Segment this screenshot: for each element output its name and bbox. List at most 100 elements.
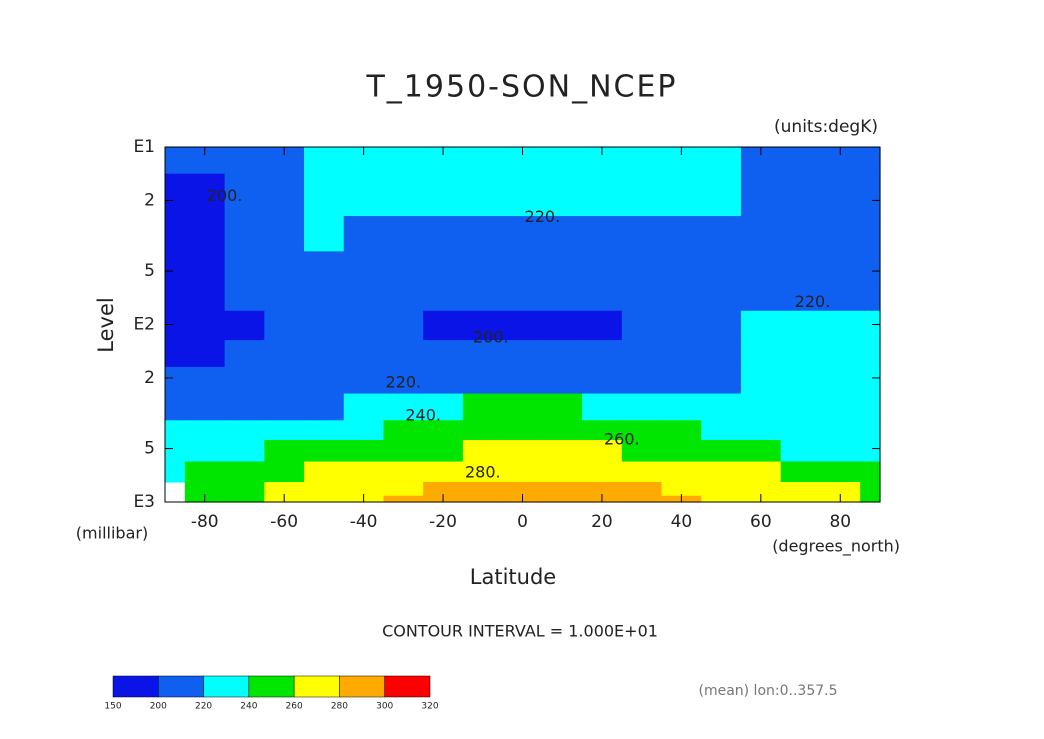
contour-cell <box>582 310 623 341</box>
contour-cell <box>304 495 345 503</box>
contour-cell <box>701 420 742 441</box>
contour-cell <box>661 284 702 312</box>
contour-cell <box>542 420 583 441</box>
contour-cell <box>423 420 464 441</box>
contour-cell <box>224 284 265 312</box>
contour-cell <box>383 340 424 368</box>
contour-cell <box>621 251 663 285</box>
contour-cell <box>542 251 583 285</box>
contour-cell <box>462 251 504 285</box>
contour-cell <box>165 251 186 285</box>
contour-cell <box>701 173 742 217</box>
contour-cell <box>582 216 623 252</box>
x-tick-label: 40 <box>671 512 693 532</box>
contour-cell <box>740 461 782 483</box>
contour-cell <box>165 284 186 312</box>
contour-cell <box>224 420 265 441</box>
contour-cell <box>582 366 623 395</box>
contour-cell <box>383 393 424 421</box>
contour-cell <box>383 310 424 341</box>
footer: CONTOUR INTERVAL = 1.000E+01 <box>382 622 658 641</box>
contour-cell <box>621 366 663 395</box>
colorbar-label: 200 <box>150 702 167 712</box>
colorbar-label: 240 <box>240 702 257 712</box>
contour-cell <box>383 284 424 312</box>
contour-cell <box>462 216 504 252</box>
contour-cell <box>502 439 543 463</box>
chart-title: T_1950-SON_NCEP <box>365 70 677 105</box>
contour-cell <box>701 461 742 483</box>
contour-cell <box>820 216 861 252</box>
contour-cell <box>582 284 623 312</box>
contour-cell <box>780 393 822 421</box>
contour-cell <box>582 173 623 217</box>
contour-cell <box>165 439 186 463</box>
contour-cell <box>383 251 424 285</box>
contour-cell <box>780 366 822 395</box>
contour-cell <box>423 284 464 312</box>
contour-cell <box>780 173 822 217</box>
contour-cell <box>304 173 345 217</box>
contour-cell <box>184 393 226 421</box>
x-tick-label: 0 <box>517 512 528 532</box>
contour-cell <box>621 461 663 483</box>
contour-label: 220. <box>525 207 561 226</box>
contour-cell <box>780 147 822 175</box>
contour-cell <box>820 481 861 497</box>
contour-cell <box>343 340 385 368</box>
contour-cell <box>343 439 385 463</box>
y-axis-label: Level <box>94 297 118 352</box>
contour-cell <box>860 461 881 483</box>
contour-cell <box>621 340 663 368</box>
note: (mean) lon:0..357.5 <box>698 683 837 699</box>
contour-cell <box>582 420 623 441</box>
contour-cell <box>860 251 881 285</box>
y-tick-label: 2 <box>144 190 155 210</box>
contour-cell <box>582 251 623 285</box>
contour-label: 240. <box>405 405 441 424</box>
contour-cell <box>582 340 623 368</box>
contour-cell <box>621 284 663 312</box>
contour-cell <box>184 481 226 497</box>
contour-cell <box>661 439 702 463</box>
contour-cell <box>184 366 226 395</box>
contour-cell <box>542 461 583 483</box>
contour-cell <box>165 340 186 368</box>
contour-cell <box>184 216 226 252</box>
contour-cell <box>860 393 881 421</box>
contour-label: 220. <box>795 292 831 311</box>
contour-cell <box>502 393 543 421</box>
contour-cell <box>621 310 663 341</box>
contour-cell <box>383 173 424 217</box>
contour-cell <box>661 340 702 368</box>
contour-cell <box>542 284 583 312</box>
x-tick-label: 60 <box>750 512 772 532</box>
contour-cell <box>462 495 504 503</box>
contour-cell <box>224 173 265 217</box>
contour-cell <box>383 461 424 483</box>
contour-cell <box>661 251 702 285</box>
contour-cell <box>423 173 464 217</box>
contour-cell <box>224 251 265 285</box>
contour-cell <box>304 216 345 252</box>
contour-cell <box>343 216 385 252</box>
contour-cell <box>860 420 881 441</box>
contour-cell <box>264 173 305 217</box>
contour-cell <box>701 251 742 285</box>
contour-cell <box>264 310 305 341</box>
colorbar-swatch <box>158 675 204 698</box>
contour-cell <box>780 284 822 312</box>
contour-cell <box>423 461 464 483</box>
contour-cell <box>264 284 305 312</box>
contour-cell <box>383 481 424 497</box>
contour-cell <box>661 173 702 217</box>
contour-cell <box>224 481 265 497</box>
contour-cell <box>502 420 543 441</box>
x-tick-label: -40 <box>350 512 378 532</box>
contour-cell <box>502 216 543 252</box>
contour-cell <box>740 216 782 252</box>
contour-cell <box>462 340 504 368</box>
colorbar-label: 280 <box>331 702 348 712</box>
contour-cell <box>780 439 822 463</box>
contour-cell <box>383 366 424 395</box>
